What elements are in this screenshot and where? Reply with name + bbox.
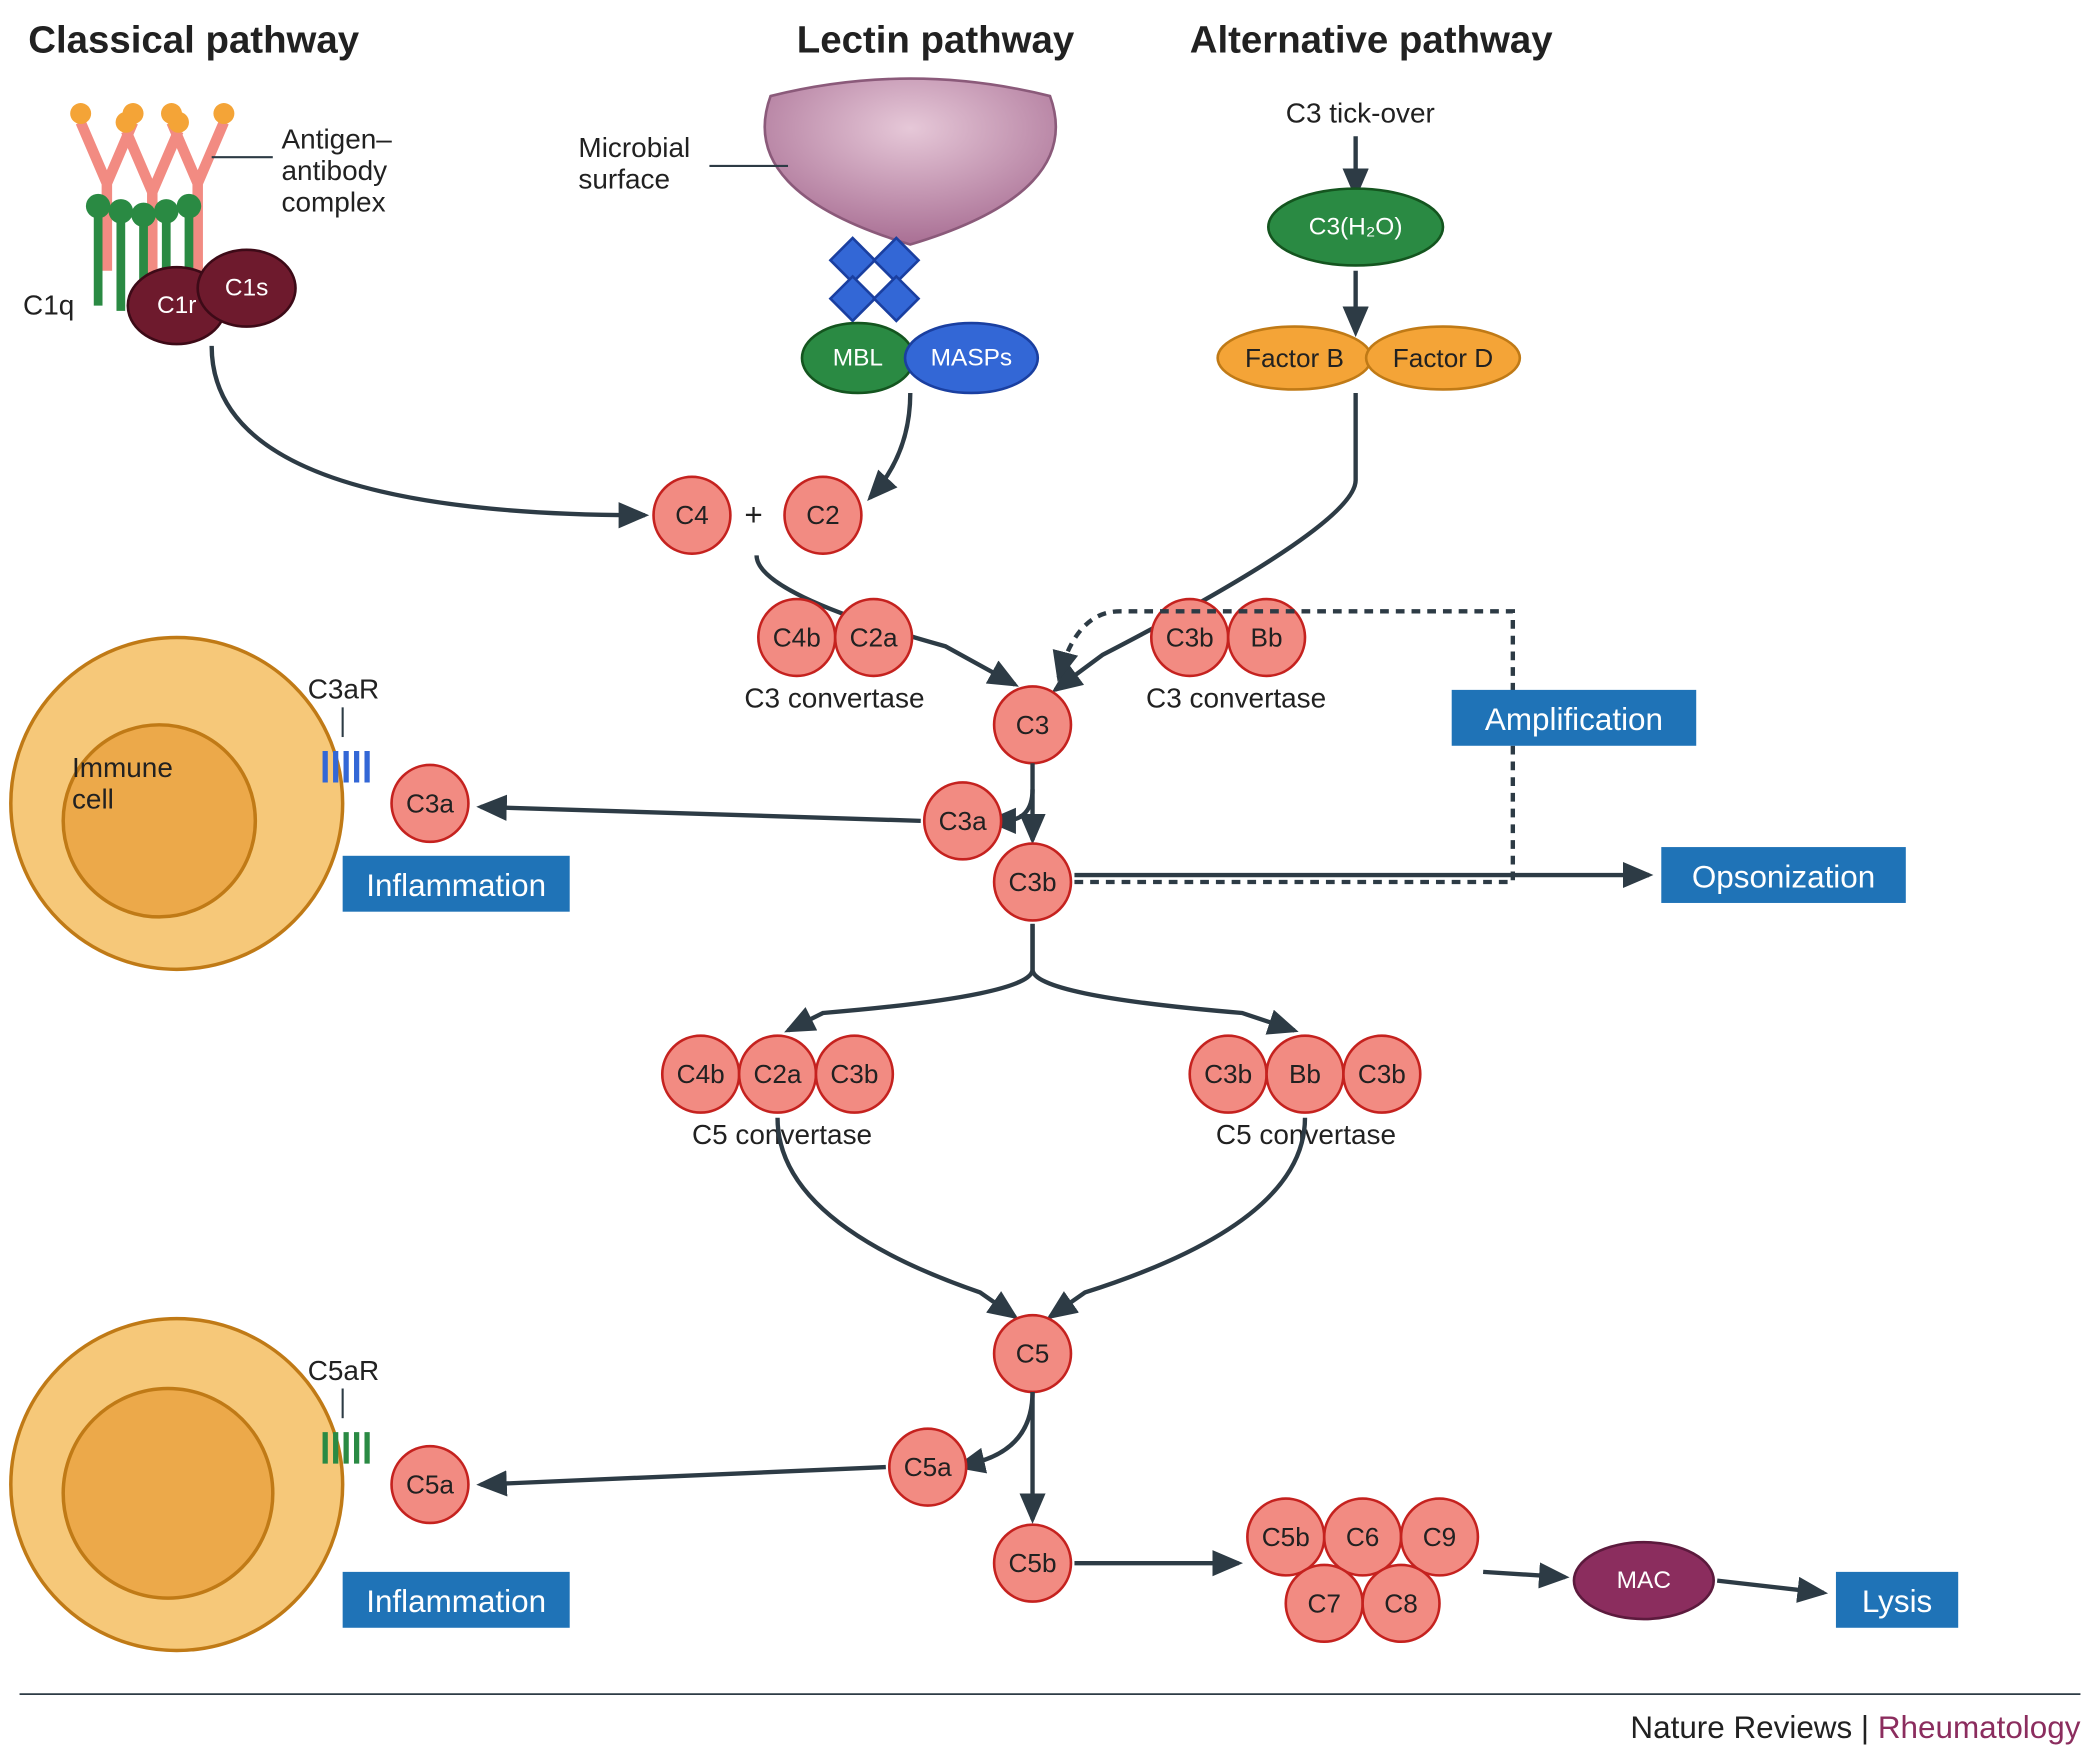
bluebox-inflammation1: Inflammation [343, 856, 570, 912]
svg-text:C9: C9 [1423, 1522, 1456, 1552]
svg-text:Factor B: Factor B [1245, 343, 1344, 373]
svg-text:C1r: C1r [157, 292, 196, 319]
plus-label: + [744, 498, 762, 533]
svg-text:C3b: C3b [1204, 1059, 1252, 1089]
svg-text:MAC: MAC [1617, 1567, 1671, 1594]
bluebox-inflammation2: Inflammation [343, 1572, 570, 1628]
title-lectin: Lectin pathway [797, 18, 1075, 61]
c5a-mid: C5a [889, 1429, 966, 1506]
svg-text:C1s: C1s [225, 275, 268, 302]
svg-text:C3b: C3b [830, 1059, 878, 1089]
bluebox-lysis: Lysis [1836, 1572, 1958, 1628]
svg-text:C2a: C2a [850, 622, 898, 652]
c5-convertase-right: C3b Bb C3b [1190, 1036, 1421, 1113]
mac-node: MAC [1574, 1542, 1714, 1619]
alt-inputs: C3(H₂O) Factor B Factor D [1218, 189, 1520, 390]
svg-text:C2a: C2a [754, 1059, 802, 1089]
title-alternative: Alternative pathway [1190, 18, 1553, 61]
svg-text:Factor D: Factor D [1393, 343, 1493, 373]
svg-text:C7: C7 [1307, 1588, 1340, 1618]
c3ar-label: C3aR [308, 674, 379, 705]
microbial-surface: Microbialsurface [578, 79, 1055, 321]
svg-text:Inflammation: Inflammation [366, 1584, 546, 1619]
svg-text:C5a: C5a [406, 1470, 454, 1500]
svg-text:Opsonization: Opsonization [1692, 859, 1875, 894]
c5-node: C5 [994, 1315, 1071, 1392]
antigen-antibody-label: Antigen–antibodycomplex [282, 123, 393, 217]
svg-text:C4b: C4b [677, 1059, 725, 1089]
bluebox-amplification: Amplification [1452, 690, 1697, 746]
svg-text:C8: C8 [1384, 1588, 1417, 1618]
svg-text:C4b: C4b [773, 622, 821, 652]
svg-text:C3a: C3a [939, 806, 987, 836]
c3a-near-cell: C3a [392, 765, 469, 842]
svg-text:C6: C6 [1346, 1522, 1379, 1552]
c3a-mid: C3a [924, 782, 1001, 859]
complement-pathway-diagram: Classical pathway Lectin pathway Alterna… [0, 0, 2100, 1764]
svg-text:C5b: C5b [1262, 1522, 1310, 1552]
immune-cell-c5ar: C5aR [11, 1319, 379, 1651]
svg-text:Bb: Bb [1251, 622, 1283, 652]
lectin-inputs: MBL MASPs [802, 323, 1038, 393]
c5b-node: C5b [994, 1525, 1071, 1602]
c3-convertase1-label: C3 convertase [744, 682, 924, 713]
c1q-label: C1q [23, 289, 74, 320]
svg-text:C5: C5 [1016, 1339, 1049, 1369]
svg-text:Lysis: Lysis [1862, 1584, 1932, 1619]
svg-text:C3a: C3a [406, 788, 454, 818]
c3-node: C3 [994, 686, 1071, 763]
svg-text:C3b: C3b [1358, 1059, 1406, 1089]
svg-text:C2: C2 [806, 500, 839, 530]
c5ar-label: C5aR [308, 1355, 379, 1386]
c3b-node: C3b [994, 844, 1071, 921]
c5-convertase-left: C4b C2a C3b [662, 1036, 893, 1113]
footer-credit: Nature Reviews | Rheumatology [1630, 1710, 2080, 1745]
microbial-surface-label: Microbialsurface [578, 132, 690, 194]
bluebox-opsonization: Opsonization [1661, 847, 1906, 903]
c3-convertase2-label: C3 convertase [1146, 682, 1326, 713]
svg-text:C3b: C3b [1166, 622, 1214, 652]
svg-text:MASPs: MASPs [931, 345, 1012, 372]
title-classical: Classical pathway [28, 18, 360, 61]
immune-cell-c3ar: Immunecell C3aR [11, 637, 379, 969]
c5a-near-cell: C5a [392, 1446, 469, 1523]
mac-cluster: C5b C6 C9 C7 C8 [1247, 1499, 1478, 1642]
svg-text:C3b: C3b [1009, 867, 1057, 897]
svg-text:Amplification: Amplification [1485, 702, 1663, 737]
svg-text:C3(H₂O): C3(H₂O) [1309, 214, 1403, 241]
tickover-label: C3 tick-over [1286, 97, 1435, 128]
svg-text:C5a: C5a [904, 1452, 952, 1482]
svg-text:Bb: Bb [1289, 1059, 1321, 1089]
svg-text:Inflammation: Inflammation [366, 868, 546, 903]
svg-text:MBL: MBL [833, 345, 883, 372]
svg-text:C4: C4 [675, 500, 708, 530]
svg-text:C5b: C5b [1009, 1548, 1057, 1578]
svg-text:C3: C3 [1016, 710, 1049, 740]
